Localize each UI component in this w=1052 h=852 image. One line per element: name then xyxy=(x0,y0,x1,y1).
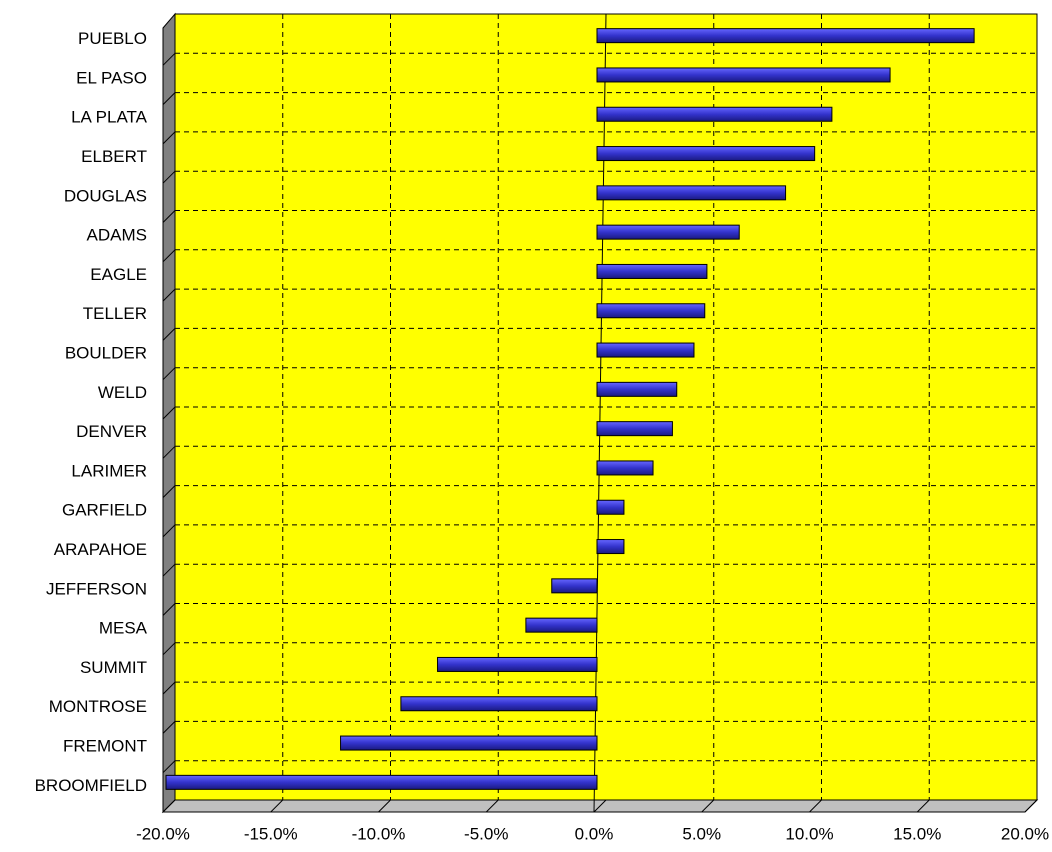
x-tick xyxy=(485,799,499,813)
x-tick xyxy=(270,799,284,813)
y-tick-label: EL PASO xyxy=(76,68,147,87)
x-tick-label: 10.0% xyxy=(785,824,833,843)
bar xyxy=(596,381,678,397)
row-tick xyxy=(162,328,176,341)
bar xyxy=(165,774,598,790)
y-tick-label: WELD xyxy=(98,383,147,402)
row-tick xyxy=(162,445,176,459)
x-tick-label: 0.0% xyxy=(575,824,614,843)
y-tick-label: EAGLE xyxy=(90,265,147,284)
row-tick xyxy=(162,249,176,263)
x-tick-label: 20.0% xyxy=(1001,824,1049,843)
row-tick xyxy=(162,288,176,302)
bar xyxy=(340,735,598,751)
bar xyxy=(596,185,787,201)
x-tick xyxy=(701,799,715,813)
y-tick-label: MESA xyxy=(99,619,148,638)
y-tick-label: FREMONT xyxy=(63,737,147,756)
row-tick xyxy=(162,131,176,145)
y-tick-label: MONTROSE xyxy=(49,697,147,716)
x-tick-label: 15.0% xyxy=(893,824,941,843)
bar xyxy=(596,263,708,279)
y-tick-label: DENVER xyxy=(76,422,147,441)
x-tick-label: -15.0% xyxy=(244,824,298,843)
bar xyxy=(437,656,598,672)
bar xyxy=(596,106,833,122)
y-tick-label: JEFFERSON xyxy=(46,579,147,598)
x-tick xyxy=(162,799,176,813)
y-tick-label: LA PLATA xyxy=(71,108,148,127)
x-tick xyxy=(916,799,930,813)
y-tick-label: GARFIELD xyxy=(62,501,147,520)
y-tick-label: SUMMIT xyxy=(80,658,147,677)
row-tick xyxy=(162,485,176,498)
row-tick xyxy=(162,563,176,577)
bar xyxy=(596,499,625,515)
bar xyxy=(596,460,654,476)
x-tick xyxy=(593,799,607,813)
row-tick xyxy=(162,760,176,774)
x-tick-label: -10.0% xyxy=(352,824,406,843)
row-tick xyxy=(162,721,176,734)
bar xyxy=(596,539,625,555)
x-tick xyxy=(809,799,822,813)
y-tick-label: DOUGLAS xyxy=(64,186,147,205)
x-tick xyxy=(378,799,391,813)
bar xyxy=(596,224,740,240)
y-tick-label: TELLER xyxy=(83,304,147,323)
bar xyxy=(551,578,598,594)
row-tick xyxy=(162,210,176,223)
row-tick xyxy=(162,52,176,66)
row-tick xyxy=(162,681,176,695)
row-tick xyxy=(162,524,176,538)
x-tick-label: 5.0% xyxy=(682,824,721,843)
bar xyxy=(525,617,598,633)
bar xyxy=(596,303,706,319)
row-tick xyxy=(162,170,176,184)
row-tick xyxy=(162,642,176,656)
bar xyxy=(596,342,695,358)
row-tick xyxy=(162,603,176,616)
y-tick-label: ELBERT xyxy=(81,147,147,166)
x-tick-label: -20.0% xyxy=(136,824,190,843)
bar xyxy=(596,421,673,437)
y-tick-label: BROOMFIELD xyxy=(35,776,147,795)
bar xyxy=(596,67,891,83)
bar xyxy=(596,28,975,44)
row-tick xyxy=(162,92,176,105)
y-tick-label: ADAMS xyxy=(87,226,147,245)
x-tick-label: -5.0% xyxy=(464,824,508,843)
y-tick-label: LARIMER xyxy=(71,461,147,480)
x-tick xyxy=(1024,799,1038,813)
bar xyxy=(400,696,598,712)
y-tick-label: ARAPAHOE xyxy=(54,540,147,559)
row-tick xyxy=(162,367,176,381)
y-tick-label: BOULDER xyxy=(65,344,147,363)
bar xyxy=(596,146,816,162)
row-tick xyxy=(162,406,176,420)
y-tick-label: PUEBLO xyxy=(78,29,147,48)
